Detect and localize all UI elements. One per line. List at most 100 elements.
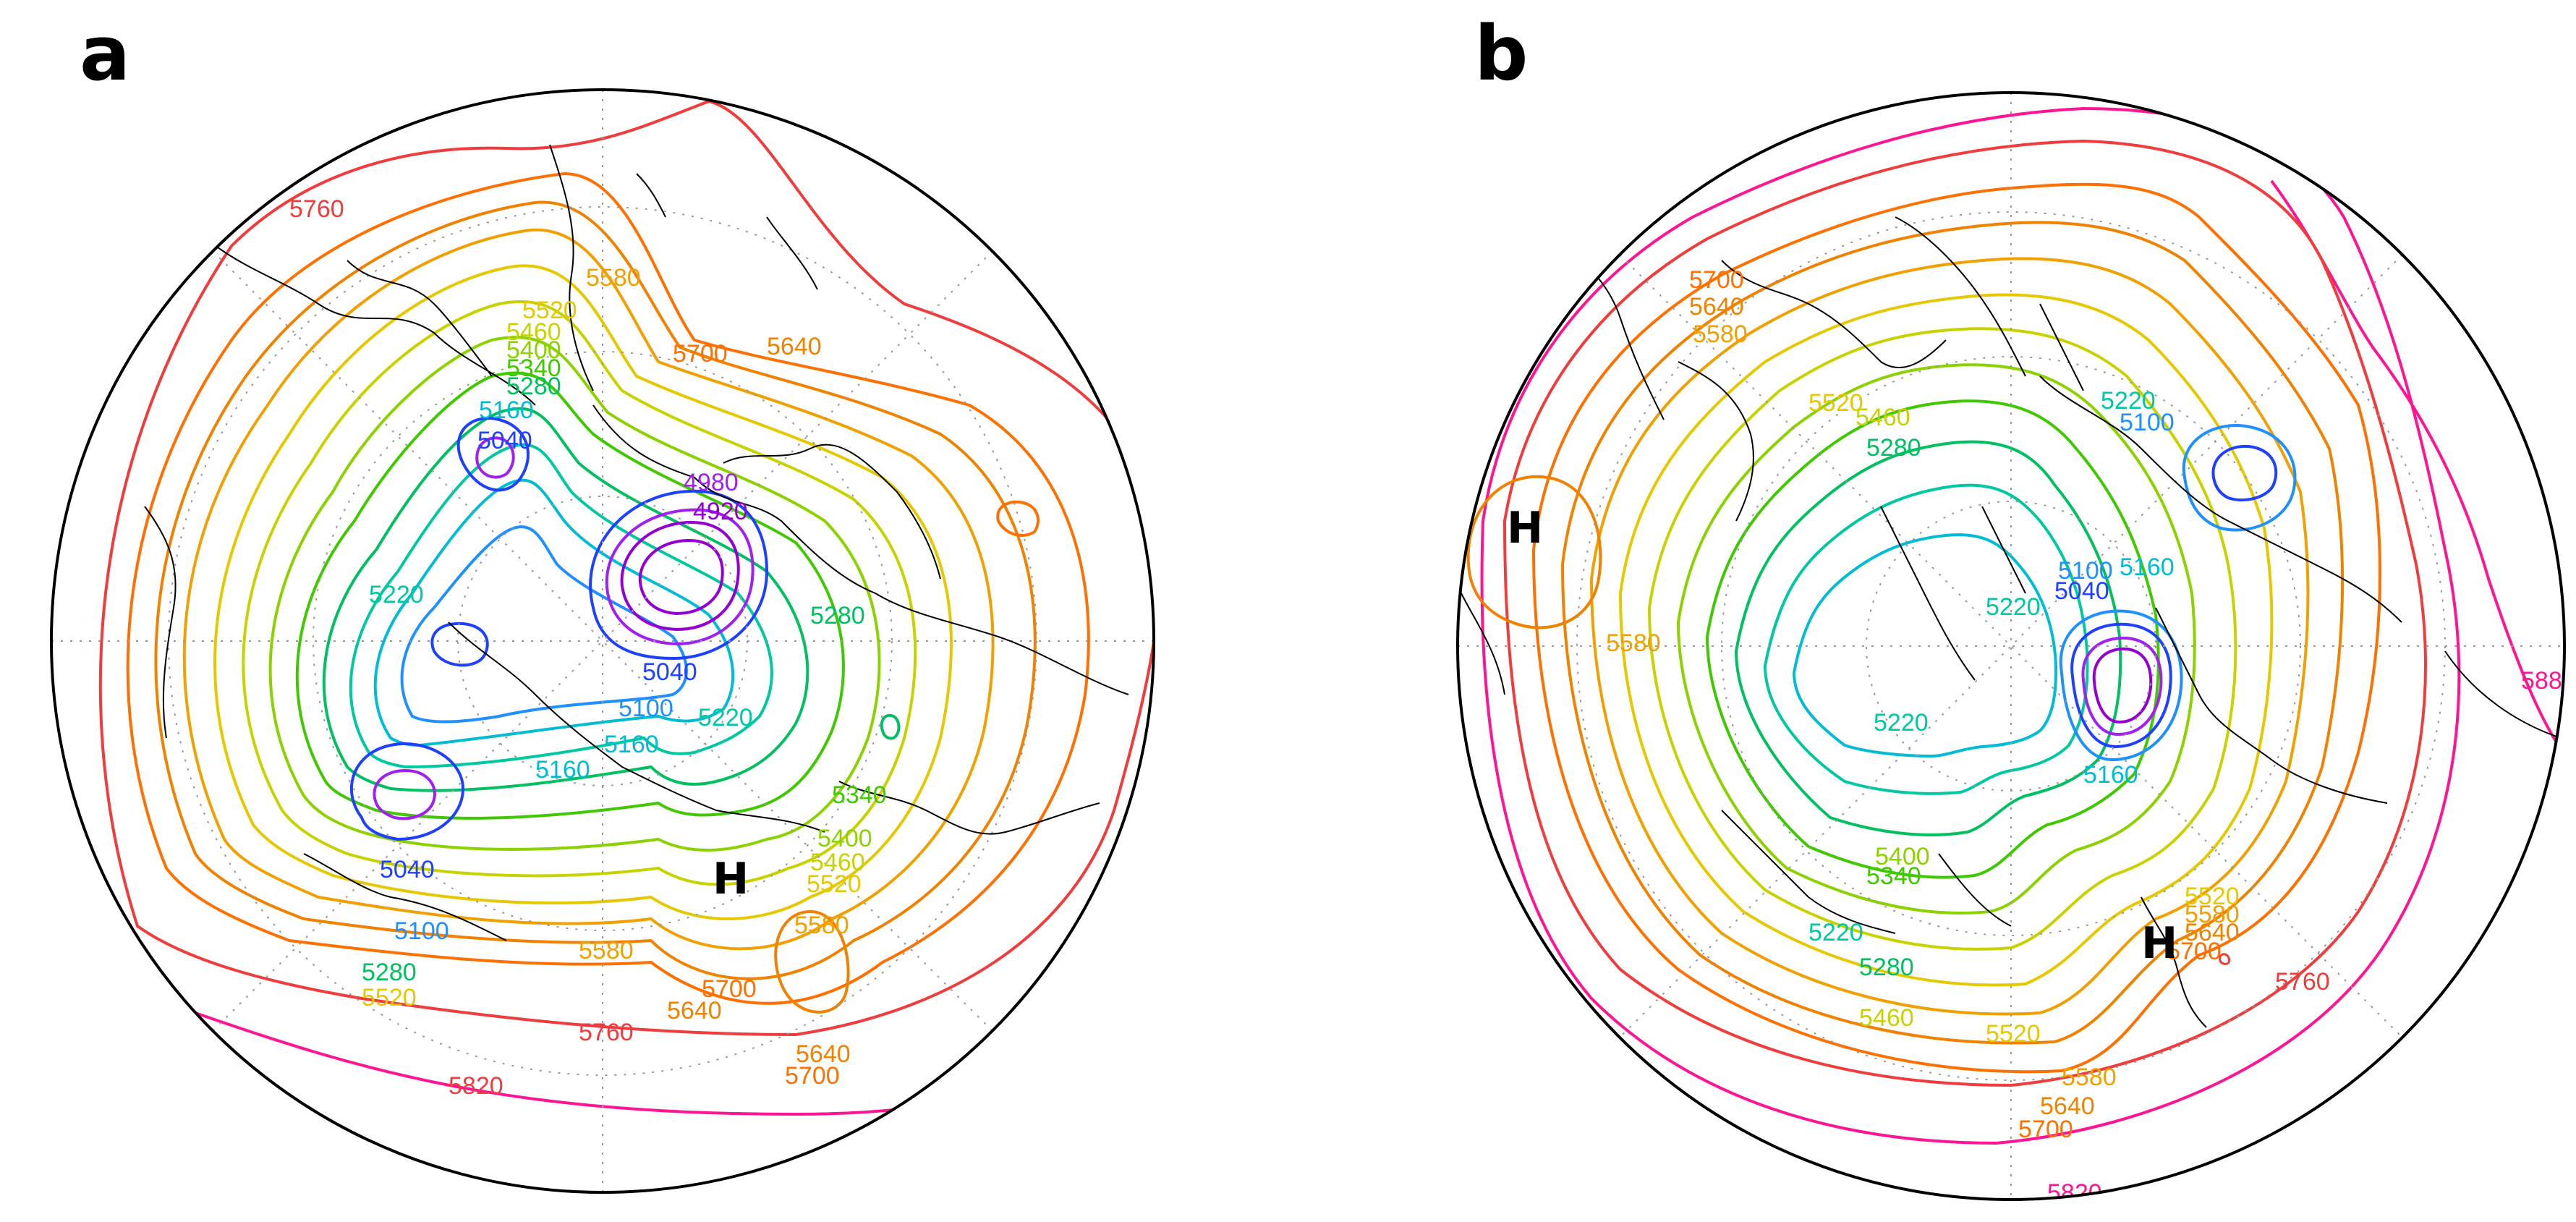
contour-4920-c [620,520,740,632]
contour-5280 [322,407,809,792]
contour-5700 [1531,182,2381,1074]
contour-4980-a [373,768,436,820]
graticule [51,90,1154,1192]
contour-label: 5580 [2062,1064,2117,1091]
contour-5880-b [2270,179,2564,768]
high-pressure-marker: H [713,854,749,904]
contour-label: 5400 [817,825,872,852]
contour-labels: 5760 5580 5520 5460 5400 5340 5280 5160 … [289,195,887,1100]
contour-label: 5280 [1859,954,1914,981]
contour-label: 5220 [2101,387,2156,415]
contour-label: 5220 [698,704,753,731]
contour-5820 [1480,106,2461,1145]
panel-a-map: 5760 5580 5520 5460 5400 5340 5280 5160 … [50,88,1155,1194]
contour-label: 5700 [702,975,757,1003]
contour-label: 5700 [673,340,728,368]
contour-5220-b [430,621,489,667]
contour-label: 5100 [2058,557,2113,585]
contour-5400 [1676,363,2196,915]
contour-label: 5340 [1866,862,1921,890]
contour-label: 5520 [1986,1020,2041,1048]
contour-4920 [2092,647,2153,724]
contour-5640 [154,200,1037,980]
contour-5700-b [774,909,850,1014]
contour-5700 [126,171,1090,1005]
contour-5160 [373,478,735,747]
contour-4920-c2 [638,538,724,616]
contour-label: 4980 [684,469,739,496]
contour-5040-c [589,489,769,661]
contour-5040 [2070,622,2172,749]
contour-label: 5160 [479,396,534,424]
contour-label: 5160 [535,756,590,784]
contour-label: 5700 [785,1062,840,1090]
contour-5820 [195,939,1154,1116]
contour-label: 5220 [1874,709,1929,737]
contour-5100-b [2182,424,2297,532]
contour-label: 5340 [832,781,887,809]
contour-label: 5520 [807,870,862,898]
contour-5400 [268,336,881,852]
contour-4980-b [475,436,515,479]
panel-b-map: 5700 5640 5580 5520 5460 5280 5220 5100 … [1456,91,2566,1201]
contour-label: 5580 [586,264,641,292]
contour-label: 5520 [362,984,417,1011]
contour-5640-b [996,500,1040,537]
contour-label: 5640 [1689,293,1744,321]
coastlines [144,144,1129,941]
contour-5580 [182,228,995,951]
contour-label: 5220 [369,581,424,608]
contour-label: 5040 [642,658,697,686]
contour-label: 5760 [289,195,344,223]
contour-5040-b [2211,444,2278,501]
contour-5280 [1734,440,2122,836]
contour-label: 5040 [477,427,532,454]
contour-label: 5340 [506,355,561,382]
contour-label: 5280 [362,959,417,986]
contour-4980 [2081,636,2163,737]
contour-label: 5280 [506,373,561,400]
contour-5100 [400,525,688,724]
contour-label: 5580 [579,937,634,964]
contour-5220 [349,443,773,769]
contour-label: 5100 [394,917,449,945]
contour-5520 [1618,293,2274,987]
contour-label: 5040 [380,856,435,883]
contour-5340 [1705,399,2160,879]
high-pressure-marker: H [1507,503,1543,553]
contour-5160 [1792,533,2058,758]
contour-5280-b [880,713,901,740]
contour-5340 [295,371,845,820]
contour-label: 5580 [1693,321,1748,348]
contour-label: 5640 [667,997,722,1024]
contour-label: 5160 [2083,761,2138,789]
contour-label: 5100 [2120,409,2175,436]
coastlines [1461,216,2562,1028]
contour-label: 5460 [810,849,865,876]
panel-a-letter: a [80,9,131,98]
contour-5580 [1589,257,2310,1016]
contour-label: 5100 [619,695,673,722]
contour-label: 5700 [2167,938,2222,965]
contour-label: 5640 [2185,919,2240,946]
contour-5880 [2444,216,2564,840]
contour-4980-c [605,508,754,646]
contour-5040-a [349,742,465,841]
contour-label: 5520 [1808,389,1863,417]
panel-a: a [50,9,1155,1194]
graticule [1458,93,2564,1200]
contour-label: 5520 [2185,883,2240,910]
contour-5100 [2059,609,2183,762]
contour-labels: 5700 5640 5580 5520 5460 5280 5220 5100 … [1606,266,2564,1200]
contour-label: 5820 [449,1072,503,1100]
contour-label: 5400 [506,336,561,364]
contour-5220 [1763,483,2089,795]
contour-label: 5280 [810,602,865,629]
panel-b: b [1288,0,2576,1222]
contour-5520 [213,264,953,920]
contour-label: 5160 [2120,553,2175,581]
contour-label: 5460 [506,318,561,346]
contour-label: 5640 [2040,1092,2095,1120]
map-boundary [50,88,1155,1194]
contour-label: 5580 [2185,901,2240,928]
